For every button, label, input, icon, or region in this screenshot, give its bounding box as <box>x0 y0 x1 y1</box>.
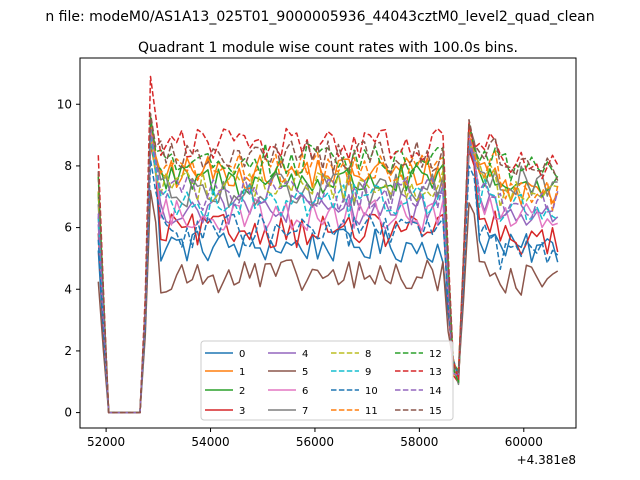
series-line-12 <box>97 115 559 414</box>
x-tick-label: 56000 <box>296 435 334 449</box>
legend-label-6: 6 <box>302 386 308 397</box>
legend-label-8: 8 <box>365 349 371 360</box>
series-lines-layer <box>97 75 559 414</box>
series-line-15 <box>97 112 559 414</box>
x-axis-offset-label: +4.381e8 <box>517 453 576 467</box>
legend-label-9: 9 <box>365 367 371 378</box>
x-tick-label: 54000 <box>191 435 229 449</box>
series-line-11 <box>97 122 559 414</box>
legend-label-12: 12 <box>429 349 442 360</box>
legend-label-13: 13 <box>429 367 442 378</box>
series-line-9 <box>97 134 559 414</box>
series-line-5 <box>97 189 559 414</box>
series-line-7 <box>97 118 558 414</box>
y-tick-label: 8 <box>64 159 72 173</box>
legend-label-2: 2 <box>239 386 245 397</box>
legend-label-0: 0 <box>239 349 245 360</box>
y-tick-label: 0 <box>64 406 72 420</box>
legend-label-4: 4 <box>302 349 308 360</box>
y-tick-label: 4 <box>64 282 72 296</box>
legend-label-1: 1 <box>239 367 245 378</box>
legend-label-3: 3 <box>239 406 245 417</box>
y-tick-label: 2 <box>64 344 72 358</box>
series-line-14 <box>97 128 559 414</box>
x-axis: 52000 54000 56000 58000 60000 <box>87 428 543 449</box>
y-axis: 0 2 4 6 8 10 <box>57 97 80 420</box>
chart-title: Quadrant 1 module wise count rates with … <box>138 40 518 56</box>
plot-area-frame <box>79 57 577 429</box>
series-line-13 <box>97 75 559 414</box>
legend-label-11: 11 <box>365 406 378 417</box>
series-line-0 <box>97 137 559 414</box>
x-tick-label: 60000 <box>505 435 543 449</box>
series-line-10 <box>97 159 559 414</box>
series-line-2 <box>97 134 559 414</box>
x-tick-label: 58000 <box>400 435 438 449</box>
x-tick-label: 52000 <box>87 435 125 449</box>
series-line-8 <box>97 137 558 414</box>
series-line-3 <box>97 143 559 414</box>
figure-suptitle: n file: modeM0/AS1A13_025T01_9000005936_… <box>45 9 594 25</box>
legend-label-14: 14 <box>429 386 442 397</box>
legend-label-15: 15 <box>429 406 442 417</box>
y-tick-label: 10 <box>57 97 72 111</box>
legend-label-7: 7 <box>302 406 308 417</box>
legend-label-10: 10 <box>365 386 378 397</box>
legend-label-5: 5 <box>302 367 308 378</box>
legend-frame <box>200 340 454 421</box>
y-tick-label: 6 <box>64 221 72 235</box>
